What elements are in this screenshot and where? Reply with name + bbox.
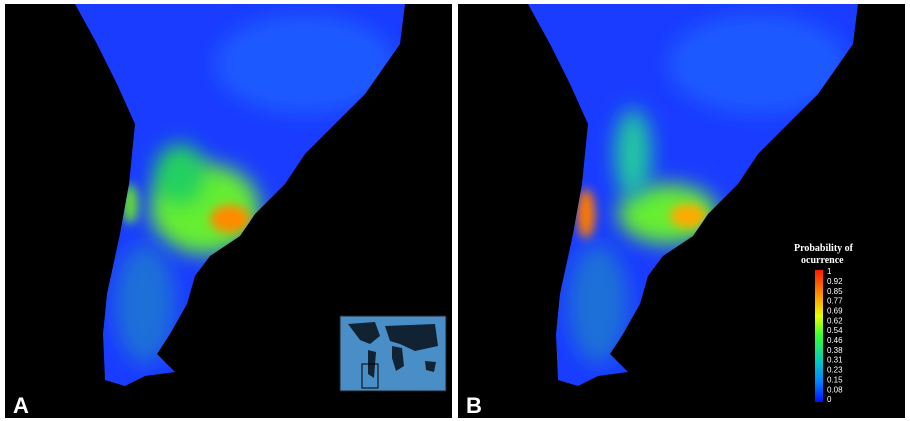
legend-tick-label: 0.15 bbox=[827, 375, 843, 384]
legend-tick-label: 0.62 bbox=[827, 316, 843, 325]
legend-tick-label: 0.31 bbox=[827, 356, 843, 365]
legend-tick-label: 0.92 bbox=[827, 277, 843, 286]
figure: A B Probability of ocurrence 10.920.850.… bbox=[0, 0, 910, 421]
legend-tick-label: 0.54 bbox=[827, 326, 843, 335]
panel-b: B Probability of ocurrence 10.920.850.77… bbox=[458, 4, 905, 418]
legend-tick-label: 0.46 bbox=[827, 336, 843, 345]
legend-title: Probability of bbox=[794, 243, 854, 254]
legend-title: ocurrence bbox=[801, 255, 844, 266]
panel-label: A bbox=[13, 393, 29, 418]
legend-tick-label: 0.77 bbox=[827, 297, 843, 306]
legend-tick-label: 0.85 bbox=[827, 287, 843, 296]
panel-a: A bbox=[5, 4, 452, 418]
legend-tick-label: 0.23 bbox=[827, 366, 843, 375]
legend-tick-label: 0.69 bbox=[827, 306, 843, 315]
legend-tick-label: 0 bbox=[827, 395, 832, 404]
panel-label: B bbox=[466, 393, 482, 418]
legend-tick-label: 0.38 bbox=[827, 346, 843, 355]
legend-tick-label: 0.08 bbox=[827, 385, 843, 394]
inset-map bbox=[340, 316, 446, 391]
color-bar bbox=[815, 270, 823, 402]
legend-tick-label: 1 bbox=[827, 267, 832, 276]
